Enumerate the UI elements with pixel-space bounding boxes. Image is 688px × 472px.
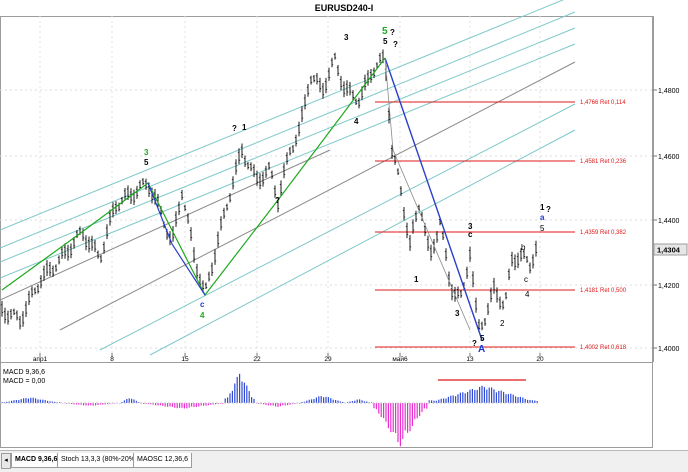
wave-label: 5 <box>382 26 388 37</box>
wave-label: c <box>524 275 528 284</box>
price-grid <box>0 89 653 349</box>
tab-maosc[interactable]: MAOSC 12,36,6 <box>133 453 192 468</box>
price-axis: 1,4800 1,4600 1,4400 1,4200 1,4000 <box>653 16 680 362</box>
current-price-box <box>653 243 688 256</box>
wave-label: 3 <box>468 222 473 231</box>
chart-title: EURUSD240-I <box>315 3 374 13</box>
wave-label: 4 <box>200 311 205 320</box>
time-tick-label: 13 <box>466 356 474 363</box>
wave-label: ? <box>232 124 237 133</box>
wave-gray-line <box>384 57 471 331</box>
indicator-tab-bar: ◂ MACD 9,36,6 Stoch 13,3,3 (80%-20%) MAO… <box>0 450 688 472</box>
wave-label: a <box>540 213 545 222</box>
time-tick-label: апр1 <box>33 356 48 363</box>
wave-label: 1 <box>242 123 247 132</box>
current-price-label: 1,4304 <box>657 246 681 255</box>
wave-blue-line <box>147 182 206 296</box>
price-tick-label: 1,4600 <box>658 154 680 161</box>
wave-labels: 5 ? ? 5 3 3 5 ? 1 ? 4 4 c c 3 1 ? a 5 A … <box>144 26 551 355</box>
wave-label: b <box>521 243 526 252</box>
time-tick-label: 20 <box>536 356 544 363</box>
wave-label: 3 <box>144 148 149 157</box>
price-tick-label: 1,4800 <box>658 88 680 95</box>
tab-macd[interactable]: MACD 9,36,6 <box>11 453 62 468</box>
time-tick-label: май6 <box>392 355 408 363</box>
wave-label: 4 <box>525 290 530 299</box>
time-tick-label: 15 <box>181 356 189 363</box>
price-tick-label: 1,4000 <box>658 346 680 353</box>
fib-retracements: 1,4766 Ret 0,114 1,4581 Ret 0,236 1,4359… <box>375 100 627 351</box>
wave-label: ? <box>390 28 395 37</box>
wave-label: 5 <box>540 224 545 233</box>
wave-label: ? <box>393 40 398 49</box>
price-tick-label: 1,4400 <box>658 218 680 225</box>
wave-blue-line <box>384 57 483 341</box>
time-tick-label: 22 <box>253 356 261 363</box>
fib-label: 1,4359 Ret 0,382 <box>580 230 627 236</box>
chart-window: EURUSD240-I 1,4766 Ret 0,114 1,4581 Ret … <box>0 0 688 448</box>
wave-label: ? <box>472 339 477 348</box>
wave-label: 4 <box>354 117 359 126</box>
wave-label: 1 <box>540 203 545 212</box>
wave-label: 2 <box>500 319 505 328</box>
fib-label: 1,4002 Ret 0,618 <box>580 345 627 351</box>
wave-label: c <box>468 230 473 239</box>
wave-label: A <box>478 344 485 355</box>
tab-prev-icon[interactable]: ◂ <box>1 453 11 469</box>
wave-green-line <box>1 57 386 297</box>
time-axis: апр1 8 15 22 29 май6 13 20 <box>33 353 544 363</box>
wave-label: ? <box>546 205 551 214</box>
wave-label: 5 <box>383 37 388 46</box>
time-tick-label: 29 <box>324 356 332 363</box>
macd-value: MACD = 0,00 <box>3 378 45 385</box>
fib-label: 1,4766 Ret 0,114 <box>580 100 626 106</box>
trend-channels <box>0 0 576 356</box>
wave-label: 1 <box>414 275 419 284</box>
time-tick-label: 8 <box>110 356 114 363</box>
wave-label: 5 <box>480 334 485 343</box>
wave-label: 5 <box>144 158 149 167</box>
wave-label: 3 <box>344 33 349 42</box>
macd-name: MACD 9,36,6 <box>3 369 45 376</box>
wave-label: c <box>200 300 205 309</box>
fib-label: 1,4181 Ret 0,500 <box>580 288 627 294</box>
price-tick-label: 1,4200 <box>658 283 680 290</box>
tab-stoch[interactable]: Stoch 13,3,3 (80%-20%) <box>57 453 142 468</box>
wave-label: ? <box>275 196 280 205</box>
wave-label: 3 <box>455 309 460 318</box>
fib-label: 1,4581 Ret 0,236 <box>580 159 627 165</box>
